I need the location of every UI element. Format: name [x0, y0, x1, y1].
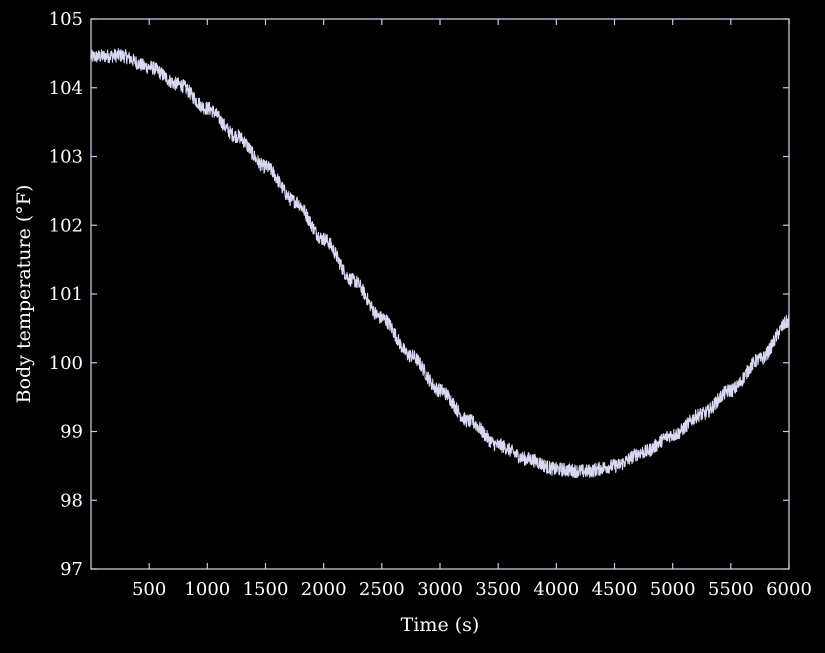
x-tick-label: 5500 [708, 579, 754, 600]
y-tick-label: 103 [49, 147, 83, 168]
x-axis-title: Time (s) [401, 614, 480, 636]
series-line [90, 48, 790, 479]
plot-area [90, 18, 790, 570]
x-tick-label: 6000 [766, 579, 812, 600]
x-tick-label: 3500 [475, 579, 521, 600]
x-tick-label: 2500 [359, 579, 405, 600]
x-tick-label: 5000 [650, 579, 696, 600]
x-tick-label: 4500 [592, 579, 638, 600]
y-tick-label: 101 [49, 284, 83, 305]
x-tick-label: 4000 [533, 579, 579, 600]
y-tick-label: 98 [60, 490, 83, 511]
y-tick-label: 102 [49, 215, 83, 236]
y-axis: 97 98 99 100 101 102 103 104 105 [49, 9, 789, 580]
y-tick-label: 104 [49, 78, 83, 99]
y-tick-label: 100 [49, 353, 83, 374]
x-tick-label: 500 [132, 579, 166, 600]
x-tick-label: 1500 [243, 579, 289, 600]
y-tick-label: 97 [60, 559, 83, 580]
y-tick-label: 105 [49, 9, 83, 30]
y-axis-title: Body temperature (°F) [13, 185, 35, 404]
y-tick-label: 99 [60, 422, 83, 443]
x-tick-label: 2000 [301, 579, 347, 600]
x-axis: 500 1000 1500 2000 2500 3000 3500 4000 4500 5000 5… [132, 19, 812, 600]
x-tick-label: 1000 [184, 579, 230, 600]
x-tick-label: 3000 [417, 579, 463, 600]
